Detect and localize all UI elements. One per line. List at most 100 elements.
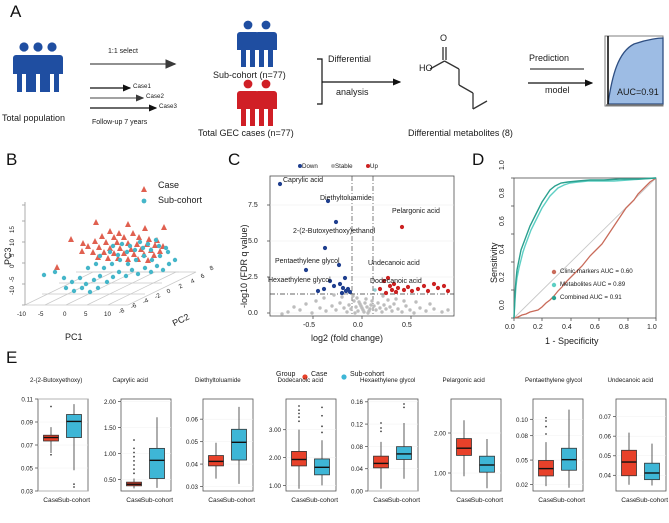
roc-metabolites-curve	[513, 177, 657, 319]
panel-b-ytick-1: -5	[9, 276, 16, 282]
panel-d-ytick-4: 0.8	[499, 188, 506, 198]
roc-legend-clinic-label: Clinic markers AUC = 0.60	[560, 268, 633, 275]
model-label: model	[545, 85, 570, 95]
analysis-label: analysis	[336, 87, 369, 97]
boxplot-ytick: 2.00	[268, 455, 281, 462]
up-points	[377, 224, 451, 296]
boxplot-title: Caprylic acid	[112, 377, 148, 384]
boxplot-xtick: Sub-cohort	[140, 497, 172, 504]
panel-c-legend-down: Down	[302, 163, 318, 170]
case3-label: Case3	[159, 103, 177, 110]
panel-e-letter: E	[6, 348, 18, 367]
pca-case-points	[54, 219, 167, 270]
boxplot-chart: 0.50 1.00 1.50 2.00 Case Sub-cohort	[103, 398, 173, 504]
annotation-hexaethylene-glycol: Hexaethylene glycol	[268, 277, 331, 284]
boxplot-ytick: 0.03	[21, 488, 34, 495]
panel-b-xtick-0: -10	[17, 311, 26, 318]
roc-legend-combined-label: Combined AUC = 0.91	[560, 294, 622, 301]
annotation-undecanoic-acid: Undecanoic acid	[368, 260, 420, 267]
panel-d-letter: D	[472, 150, 485, 169]
panel-c-ytick-2: 5.0	[248, 238, 258, 245]
boxplot-ytick: 0.08	[516, 433, 529, 440]
metabolites-label: Differential metabolites (8)	[408, 128, 513, 138]
boxplot-ytick: 0.10	[516, 417, 529, 424]
boxplot-ytick: 1.00	[433, 470, 446, 477]
boxplot-ytick: 0.00	[351, 488, 364, 495]
boxplot-title: Pelargonic acid	[442, 377, 485, 384]
panel-b-xlabel: PC1	[65, 332, 83, 342]
panel-d-ytick-0: 0.0	[499, 300, 506, 310]
boxplot-xtick: Sub-cohort	[223, 497, 255, 504]
panel-b-xtick-4: 10	[104, 311, 111, 318]
boxplot-xtick: Case	[456, 497, 472, 504]
panel-d-roc	[511, 177, 657, 321]
panel-e-legend-subcohort: Sub-cohort	[350, 371, 385, 378]
case1-label: Case1	[133, 83, 151, 90]
boxplot-ytick: 2.00	[103, 399, 116, 406]
panel-b-pca3d	[22, 186, 197, 306]
panel-b-letter: B	[6, 150, 18, 169]
auc-box-label: AUC=0.91	[617, 87, 659, 97]
boxplot-xtick: Case	[291, 497, 307, 504]
boxplot-chart: 0.02 0.05 0.08 0.10 Case Sub-cohort	[516, 398, 585, 504]
select-label: 1:1 select	[108, 48, 138, 55]
panel-c-xlabel: log2 (fold change)	[311, 333, 384, 343]
panel-b-ytick-0: -10	[9, 286, 16, 295]
boxplot-xtick: Sub-cohort	[305, 497, 337, 504]
total-population-icon	[13, 42, 63, 92]
panel-c-ytick-0: 0.0	[248, 310, 258, 317]
boxplot-ytick: 1.00	[103, 451, 116, 458]
panel-c-volcano	[267, 164, 455, 319]
boxplot-xtick: Case	[621, 497, 637, 504]
panel-a-letter: A	[10, 2, 22, 21]
boxplot-ytick: 3.00	[268, 427, 281, 434]
panel-a-diagram	[13, 20, 664, 126]
ho-label: HO	[419, 63, 433, 73]
boxplot-xtick: Case	[43, 497, 59, 504]
panel-c-xtick-0: -0.5	[303, 322, 316, 329]
total-population-label: Total population	[2, 113, 66, 123]
panel-d-ytick-1: 0.2	[499, 272, 506, 282]
boxplot-title: Hexaethylene glycol	[360, 377, 416, 384]
panel-c-ylabel: -log10 (FDR q value)	[239, 224, 249, 308]
panel-b-ytick-4: 10	[9, 239, 16, 246]
boxplot-title: Diethyltoluamide	[195, 377, 241, 384]
panel-c-letter: C	[228, 150, 241, 169]
panel-d-xlabel: 1 - Specificity	[545, 336, 599, 346]
boxplot-xtick: Case	[538, 497, 554, 504]
differential-label: Differential	[328, 54, 371, 64]
boxplot-title: Dodecanoic acid	[277, 377, 324, 384]
boxplot-xtick: Case	[208, 497, 224, 504]
legend-stable-marker	[331, 164, 335, 168]
panel-b-xtick-2: 0	[63, 311, 67, 318]
annotation-pelargonic-acid: Pelargonic acid	[392, 208, 440, 215]
boxplot-ytick: 0.08	[351, 444, 364, 451]
stable-points	[280, 288, 450, 316]
boxplot-ytick: 0.05	[598, 453, 611, 460]
boxplot-ytick: 0.03	[186, 484, 199, 491]
boxplot-xtick: Sub-cohort	[635, 497, 667, 504]
boxplot-ytick: 0.11	[21, 396, 33, 403]
boxplot-ytick: 0.04	[598, 473, 611, 480]
roc-clinic-curve	[513, 177, 657, 319]
boxplot-ytick: 0.02	[516, 482, 529, 489]
carbonyl-o-label: O	[440, 33, 448, 43]
panel-c-xtick-1: 0.0	[353, 322, 363, 329]
boxplot-ytick: 2.00	[433, 430, 446, 437]
boxplot-title: 2-(2-Butoxyethoxy)	[30, 377, 83, 384]
panel-b-ytick-5: 15	[9, 226, 16, 233]
panel-d-xtick-3: 0.6	[590, 324, 600, 331]
roc-legend-metabolites-label: Metabolites AUC = 0.89	[560, 281, 626, 288]
panel-e-group-legend-label: Group	[276, 371, 296, 378]
annotation-diethyltoluamide: Diethyltoluamide	[320, 195, 372, 202]
sub-cohort-label: Sub-cohort (n=77)	[213, 70, 286, 80]
boxplot-chart: 0.03 0.04 0.05 0.06 Case Sub-cohort	[186, 398, 255, 504]
boxplot-xtick: Case	[126, 497, 142, 504]
case2-label: Case2	[146, 93, 164, 100]
panel-d-ylabel: Sensitivity	[489, 242, 499, 283]
roc-legend-clinic-marker	[551, 269, 557, 275]
panel-d-ytick-3: 0.6	[499, 216, 506, 226]
boxplot-xtick: Case	[373, 497, 389, 504]
roc-legend-metabolites-marker	[551, 282, 557, 288]
gec-cases-label: Total GEC cases (n=77)	[198, 128, 294, 138]
